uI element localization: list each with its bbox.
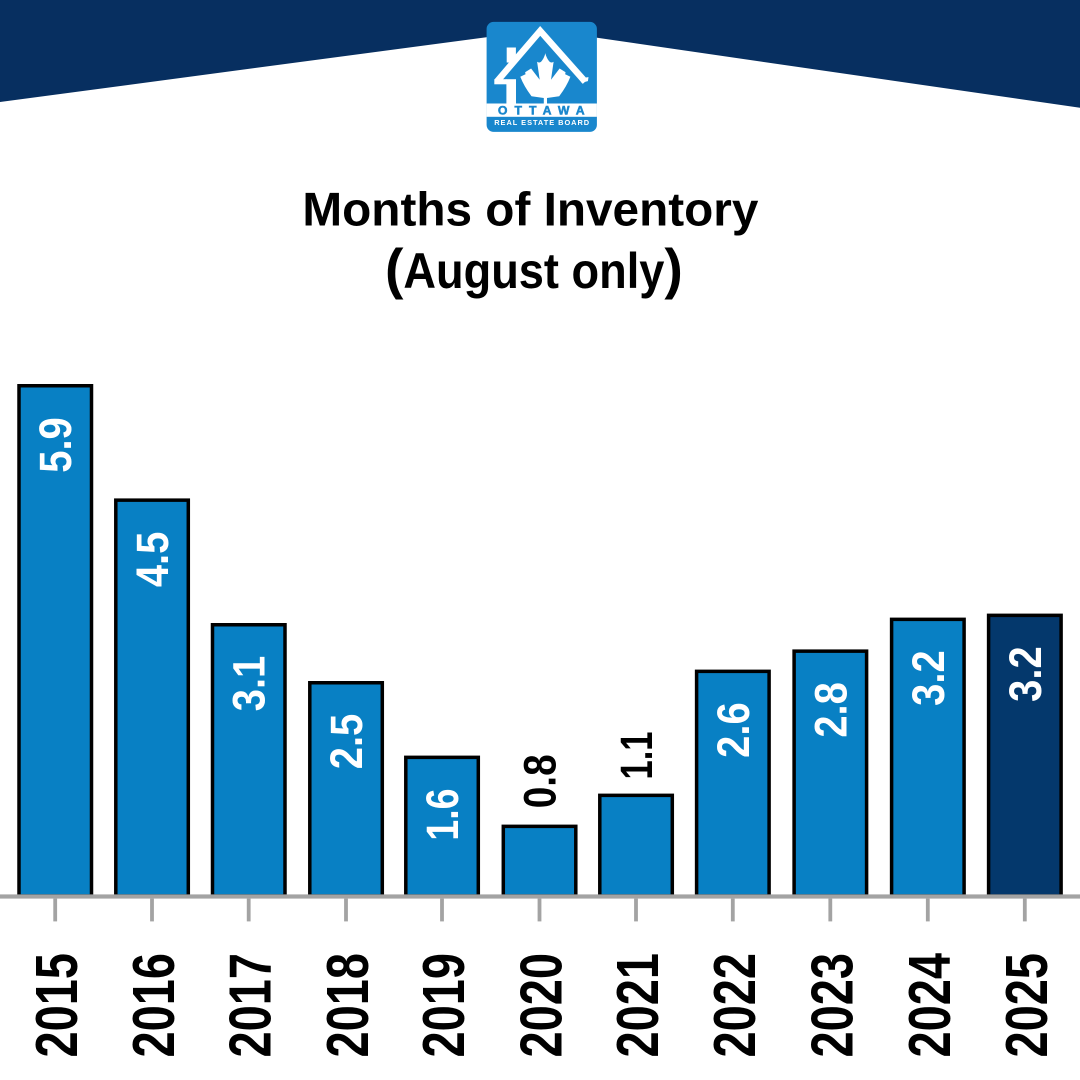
svg-text:5.9: 5.9 bbox=[30, 417, 81, 473]
svg-text:REAL ESTATE BOARD: REAL ESTATE BOARD bbox=[494, 118, 590, 127]
svg-text:3.2: 3.2 bbox=[1000, 646, 1051, 702]
svg-text:0.8: 0.8 bbox=[515, 754, 566, 808]
svg-text:2015: 2015 bbox=[24, 953, 90, 1057]
svg-text:2.6: 2.6 bbox=[708, 702, 759, 758]
svg-text:): ) bbox=[664, 238, 682, 300]
svg-text:3.2: 3.2 bbox=[903, 650, 954, 706]
svg-text:3.1: 3.1 bbox=[224, 656, 275, 712]
svg-text:2020: 2020 bbox=[509, 953, 575, 1057]
svg-text:2024: 2024 bbox=[897, 953, 963, 1058]
svg-text:(: ( bbox=[385, 238, 404, 300]
svg-text:1.1: 1.1 bbox=[611, 732, 662, 780]
svg-text:2018: 2018 bbox=[315, 953, 381, 1057]
svg-text:2025: 2025 bbox=[994, 953, 1060, 1057]
svg-text:2022: 2022 bbox=[702, 953, 768, 1057]
svg-text:2016: 2016 bbox=[121, 953, 187, 1057]
svg-text:2.5: 2.5 bbox=[321, 714, 372, 770]
svg-text:August only: August only bbox=[403, 243, 664, 299]
svg-text:2023: 2023 bbox=[799, 953, 865, 1057]
svg-text:Months of Inventory: Months of Inventory bbox=[302, 183, 759, 236]
svg-text:2.8: 2.8 bbox=[805, 682, 856, 738]
svg-text:2019: 2019 bbox=[411, 953, 477, 1057]
svg-text:1.6: 1.6 bbox=[417, 789, 468, 841]
svg-text:4.5: 4.5 bbox=[127, 532, 178, 588]
svg-text:2017: 2017 bbox=[218, 953, 284, 1057]
svg-text:2021: 2021 bbox=[605, 953, 671, 1057]
